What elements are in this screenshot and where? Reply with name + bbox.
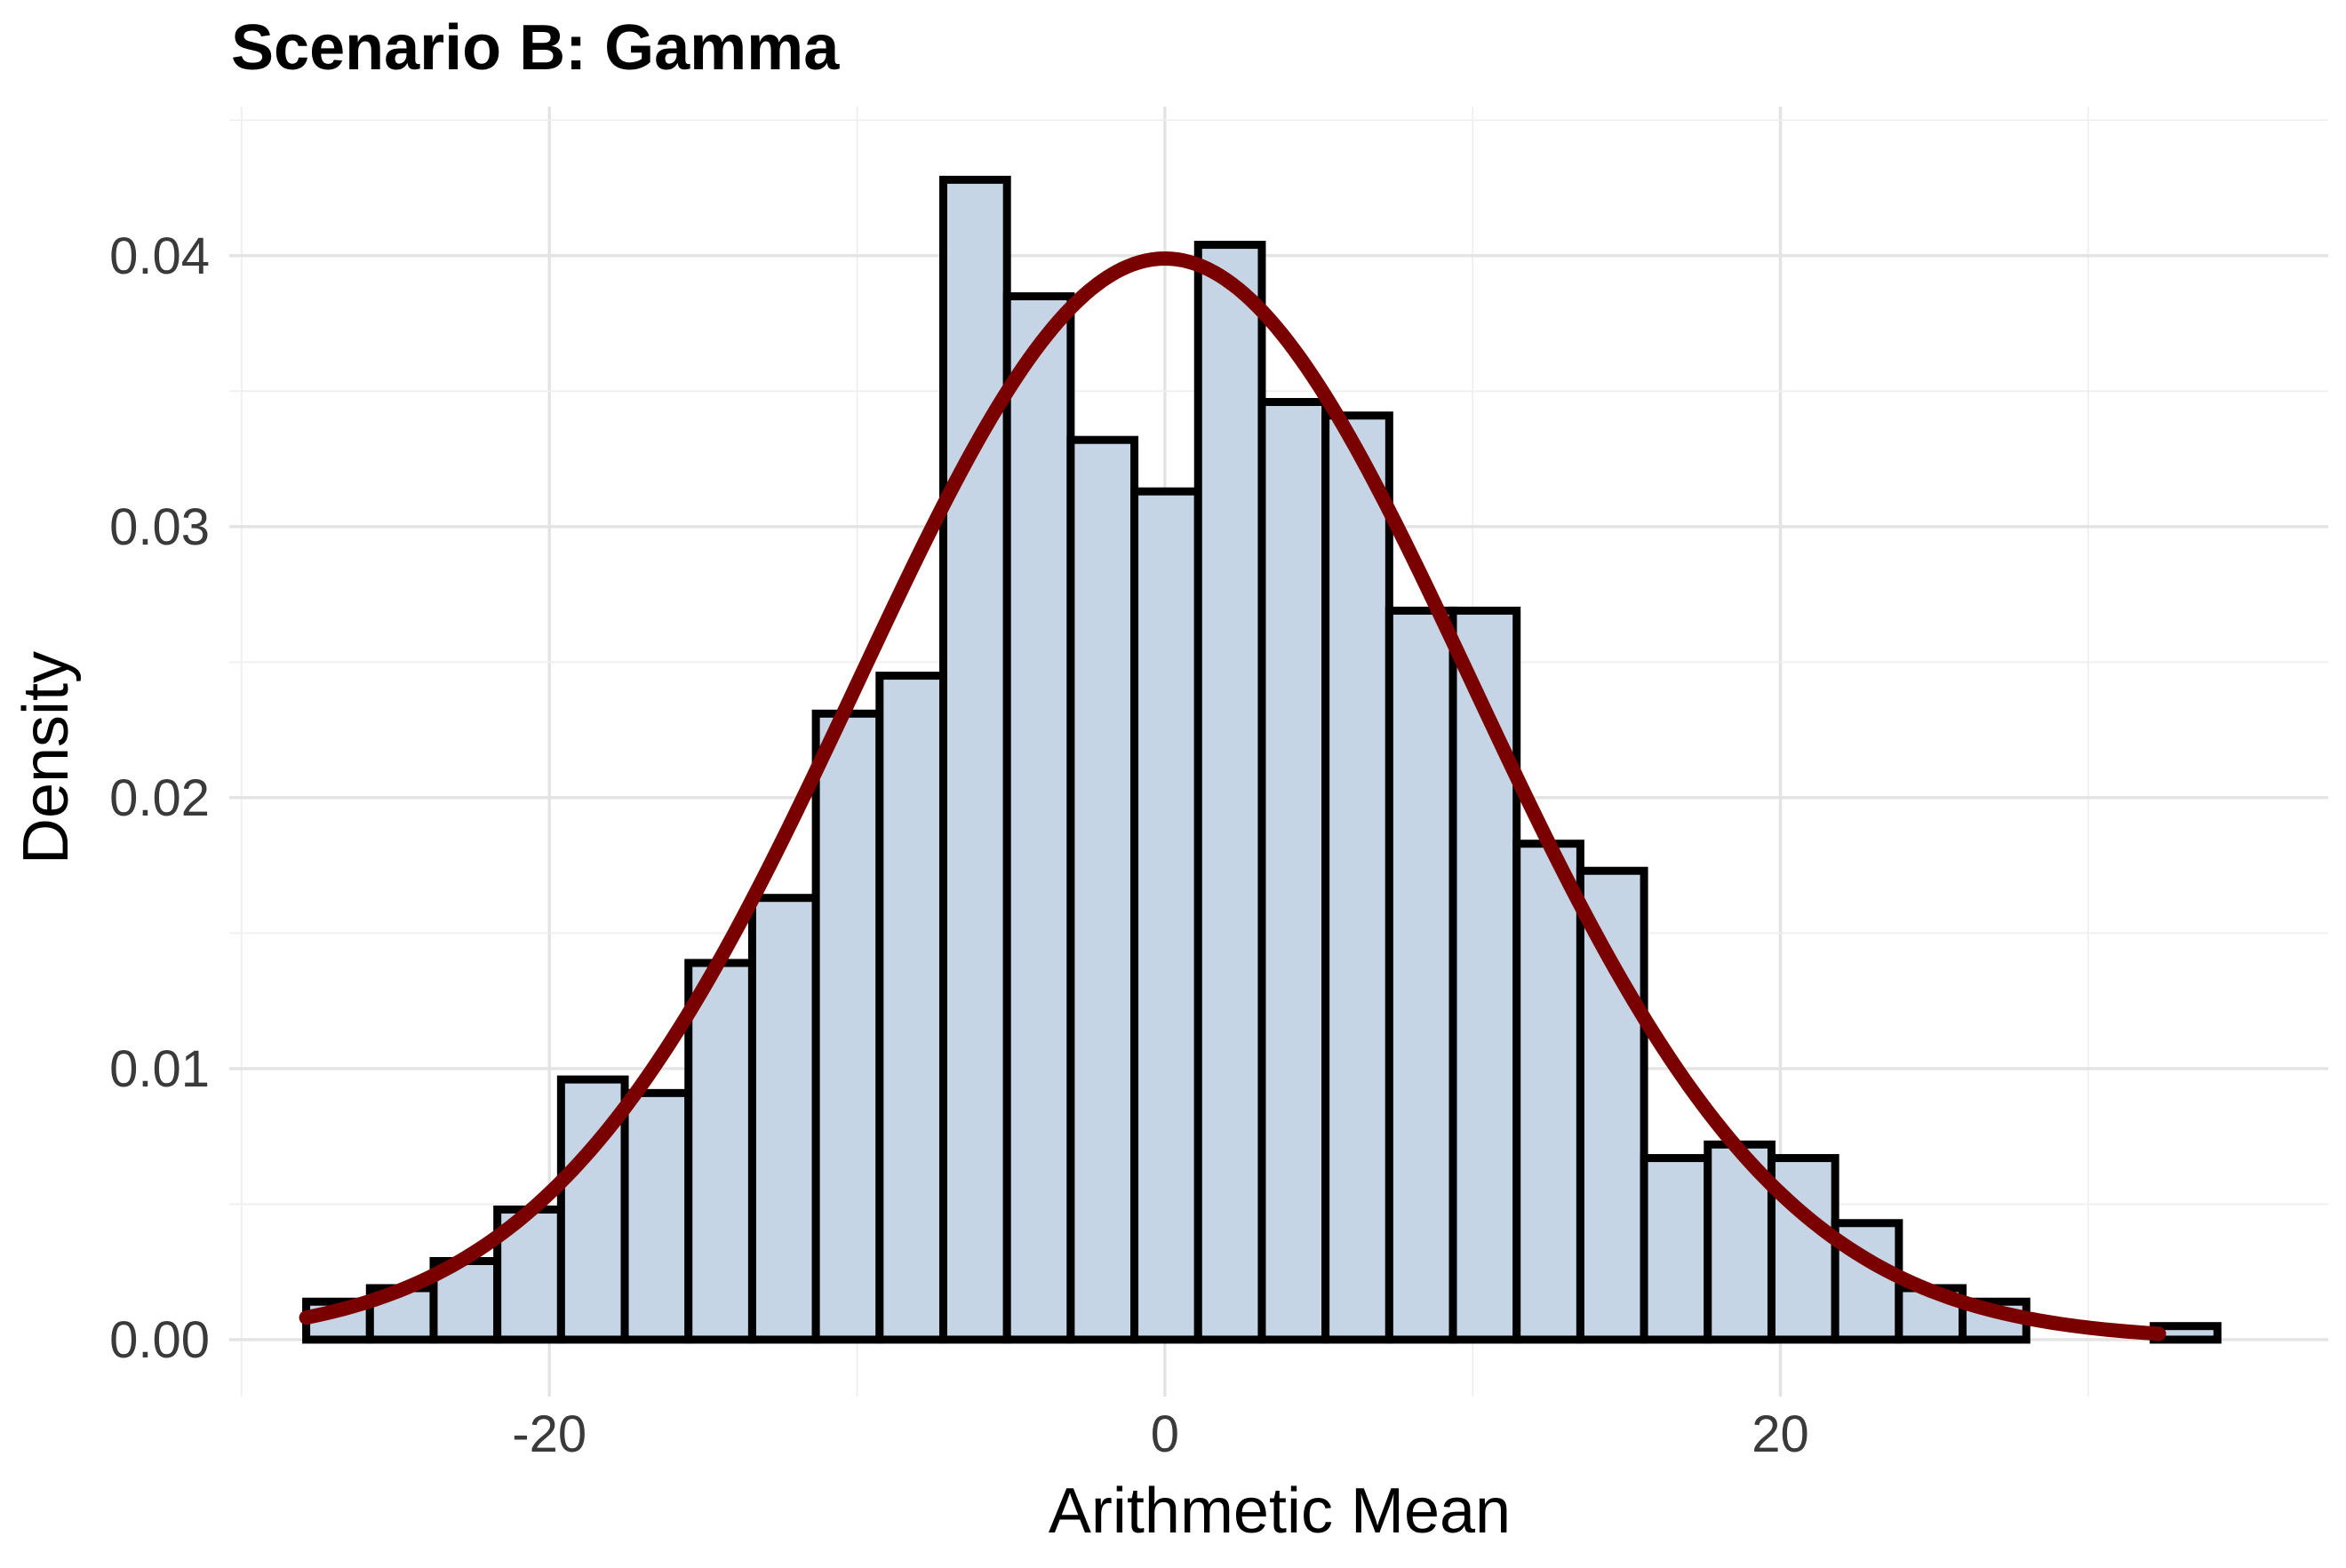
- histogram-bar-5: [620, 1088, 693, 1344]
- histogram-bar-20: [1576, 866, 1648, 1344]
- x-tick-label: 20: [1752, 1405, 1809, 1463]
- histogram-bar-17: [1384, 606, 1457, 1344]
- x-tick-label: -20: [512, 1405, 586, 1463]
- histogram-bar-21: [1640, 1154, 1712, 1344]
- x-axis-ticks: -20 0 20: [512, 1405, 1809, 1463]
- y-tick-label: 0.03: [109, 498, 210, 556]
- histogram-bar-8: [811, 709, 884, 1344]
- histogram-bar-14: [1193, 241, 1266, 1344]
- histogram-bars: [302, 175, 2222, 1344]
- histogram-bar-19: [1512, 840, 1584, 1344]
- histogram-bar-7: [747, 894, 820, 1344]
- y-tick-label: 0.02: [109, 769, 210, 827]
- y-axis-ticks: 0.00 0.01 0.02 0.03 0.04: [109, 227, 210, 1369]
- normal-density-curve: [299, 251, 2166, 1341]
- y-tick-label: 0.01: [109, 1040, 210, 1098]
- histogram-bar-10: [938, 175, 1011, 1344]
- histogram-bar-11: [1002, 292, 1075, 1344]
- histogram-bar-6: [684, 959, 756, 1344]
- chart-title: Scenario B: Gamma: [231, 12, 840, 84]
- y-axis-title: Density: [11, 651, 82, 864]
- histogram-bar-13: [1130, 487, 1202, 1344]
- histogram-bar-12: [1066, 435, 1139, 1344]
- y-tick-label: 0.00: [109, 1311, 210, 1369]
- histogram-bar-9: [875, 672, 947, 1344]
- histogram-bar-15: [1257, 397, 1330, 1344]
- x-tick-label: 0: [1151, 1405, 1179, 1463]
- histogram-bar-16: [1321, 411, 1393, 1344]
- y-tick-label: 0.04: [109, 227, 210, 285]
- x-axis-title: Arithmetic Mean: [1049, 1476, 1511, 1547]
